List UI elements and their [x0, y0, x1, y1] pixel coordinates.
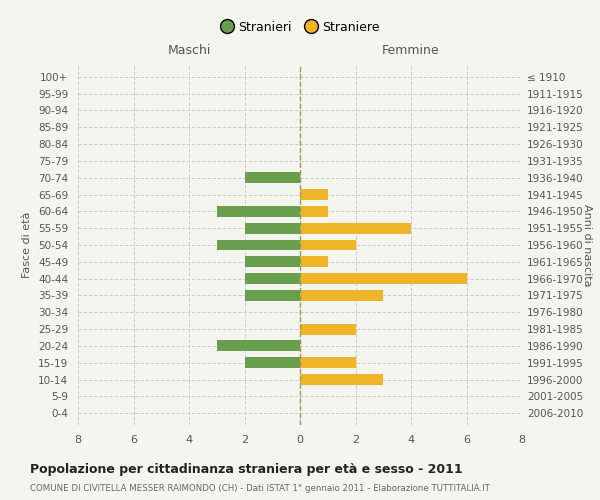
Text: Popolazione per cittadinanza straniera per età e sesso - 2011: Popolazione per cittadinanza straniera p…	[30, 462, 463, 475]
Bar	[300, 222, 411, 234]
Bar	[300, 206, 328, 217]
Bar	[217, 240, 300, 250]
Bar	[300, 256, 328, 268]
Bar	[300, 273, 467, 284]
Y-axis label: Fasce di età: Fasce di età	[22, 212, 32, 278]
Bar	[300, 374, 383, 385]
Bar	[245, 273, 300, 284]
Text: COMUNE DI CIVITELLA MESSER RAIMONDO (CH) - Dati ISTAT 1° gennaio 2011 - Elaboraz: COMUNE DI CIVITELLA MESSER RAIMONDO (CH)…	[30, 484, 490, 493]
Bar	[300, 358, 355, 368]
Bar	[300, 290, 383, 301]
Bar	[217, 206, 300, 217]
Bar	[245, 358, 300, 368]
Bar	[300, 324, 355, 334]
Bar	[245, 222, 300, 234]
Bar	[245, 256, 300, 268]
Text: Maschi: Maschi	[167, 44, 211, 57]
Bar	[217, 340, 300, 351]
Text: Femmine: Femmine	[382, 44, 440, 57]
Bar	[245, 290, 300, 301]
Legend: Stranieri, Straniere: Stranieri, Straniere	[217, 18, 383, 38]
Bar	[300, 189, 328, 200]
Bar	[300, 240, 355, 250]
Bar	[245, 172, 300, 183]
Y-axis label: Anni di nascita: Anni di nascita	[582, 204, 592, 286]
